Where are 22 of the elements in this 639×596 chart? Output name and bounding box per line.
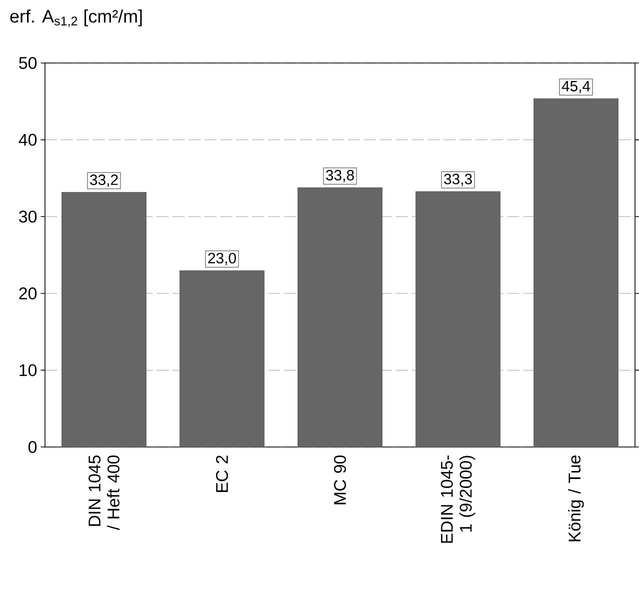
bar bbox=[180, 270, 264, 447]
bar bbox=[298, 187, 383, 447]
bar bbox=[416, 191, 501, 447]
y-tick-label: 30 bbox=[19, 210, 37, 223]
y-tick-label: 40 bbox=[18, 134, 37, 146]
bar bbox=[62, 192, 146, 447]
x-tick-label: DIN 1045 / Heft 400 bbox=[88, 455, 120, 530]
y-axis-title: erf. A$_{s1,2}$ [cm²/m] bbox=[10, 10, 142, 27]
x-tick-label: MC 90 bbox=[334, 455, 346, 504]
y-tick-label: 0 bbox=[28, 441, 37, 453]
bar bbox=[534, 98, 619, 447]
y-tick-label: 20 bbox=[19, 287, 37, 300]
data-label: 33,3 bbox=[444, 174, 472, 186]
data-label: 45,4 bbox=[562, 80, 590, 94]
data-label: 23,0 bbox=[208, 252, 236, 266]
x-tick-label: König / Tue bbox=[568, 456, 584, 542]
x-tick-label: EC 2 bbox=[216, 456, 228, 492]
y-tick-label: 10 bbox=[20, 364, 37, 376]
y-tick-label: 50 bbox=[19, 57, 37, 69]
data-label: 33,8 bbox=[326, 170, 354, 182]
x-tick-label: EDIN 1045-1 (9/2000) bbox=[440, 456, 476, 543]
data-label: 33,2 bbox=[90, 174, 118, 187]
